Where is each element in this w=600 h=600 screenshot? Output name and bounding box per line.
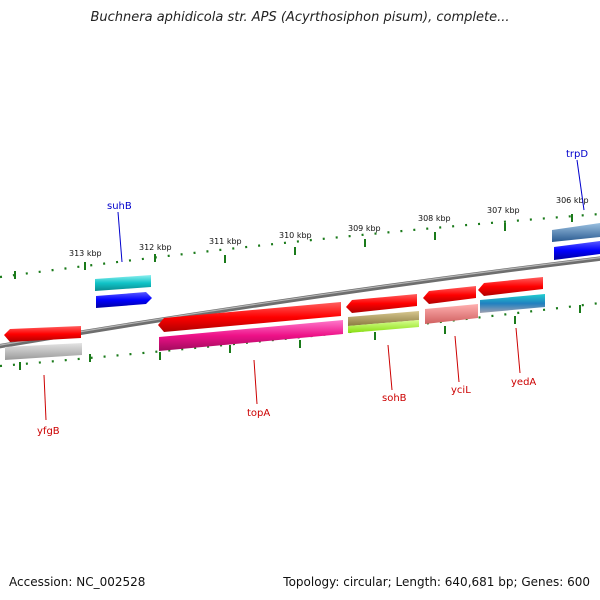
gene-suhB-feature[interactable] [95,275,151,291]
gene-trpD-feature[interactable] [552,223,600,242]
suhB-leader [117,211,123,263]
yfgB-leader [43,374,47,421]
gene-sohB-cds[interactable] [346,294,417,313]
gene-suhB-cds[interactable] [96,292,152,308]
lower-major-ticks [19,305,581,370]
gene-yedA-cds[interactable] [478,277,543,296]
yedA-leader [515,327,521,374]
gene-trpD-cds[interactable] [554,241,600,260]
tick-label: 307 kbp [487,206,520,215]
map-title: Buchnera aphidicola str. APS (Acyrthosip… [90,10,510,25]
gene-label-suhB[interactable]: suhB [107,201,132,212]
trpD-leader [576,159,585,211]
gene-label-trpD[interactable]: trpD [566,149,588,160]
gene-label-yfgB[interactable]: yfgB [37,426,60,437]
gene-label-topA[interactable]: topA [247,408,270,419]
tick-label: 313 kbp [69,249,102,258]
gene-label-yciL[interactable]: yciL [451,385,471,396]
gene-label-yedA[interactable]: yedA [511,377,536,388]
gene-label-sohB[interactable]: sohB [382,393,407,404]
gene-yedA-feature[interactable] [480,294,545,313]
tick-label: 311 kbp [209,237,242,246]
yciL-leader [454,335,460,383]
tick-label: 310 kbp [279,231,312,240]
gene-sohB-feature[interactable] [348,311,419,326]
tick-label: 306 kbp [556,196,589,205]
gene-sohB-feature-2[interactable] [348,320,419,333]
gene-yciL-feature[interactable] [425,304,478,324]
gene-yfgB-cds[interactable] [4,326,81,342]
map-summary-text: Topology: circular; Length: 640,681 bp; … [283,575,590,589]
gene-yciL-cds[interactable] [423,286,476,304]
gene-topA-feature[interactable] [159,320,343,351]
sohB-leader [387,344,393,391]
upper-tick-track [0,212,600,279]
tick-label: 312 kbp [139,243,172,252]
gene-topA-cds[interactable] [158,302,341,332]
accession-text: Accession: NC_002528 [9,575,146,589]
major-ticks [14,214,573,279]
tick-label: 308 kbp [418,214,451,223]
topA-leader [253,359,258,405]
tick-label: 309 kbp [348,224,381,233]
gene-yfgB-feature[interactable] [5,343,82,360]
